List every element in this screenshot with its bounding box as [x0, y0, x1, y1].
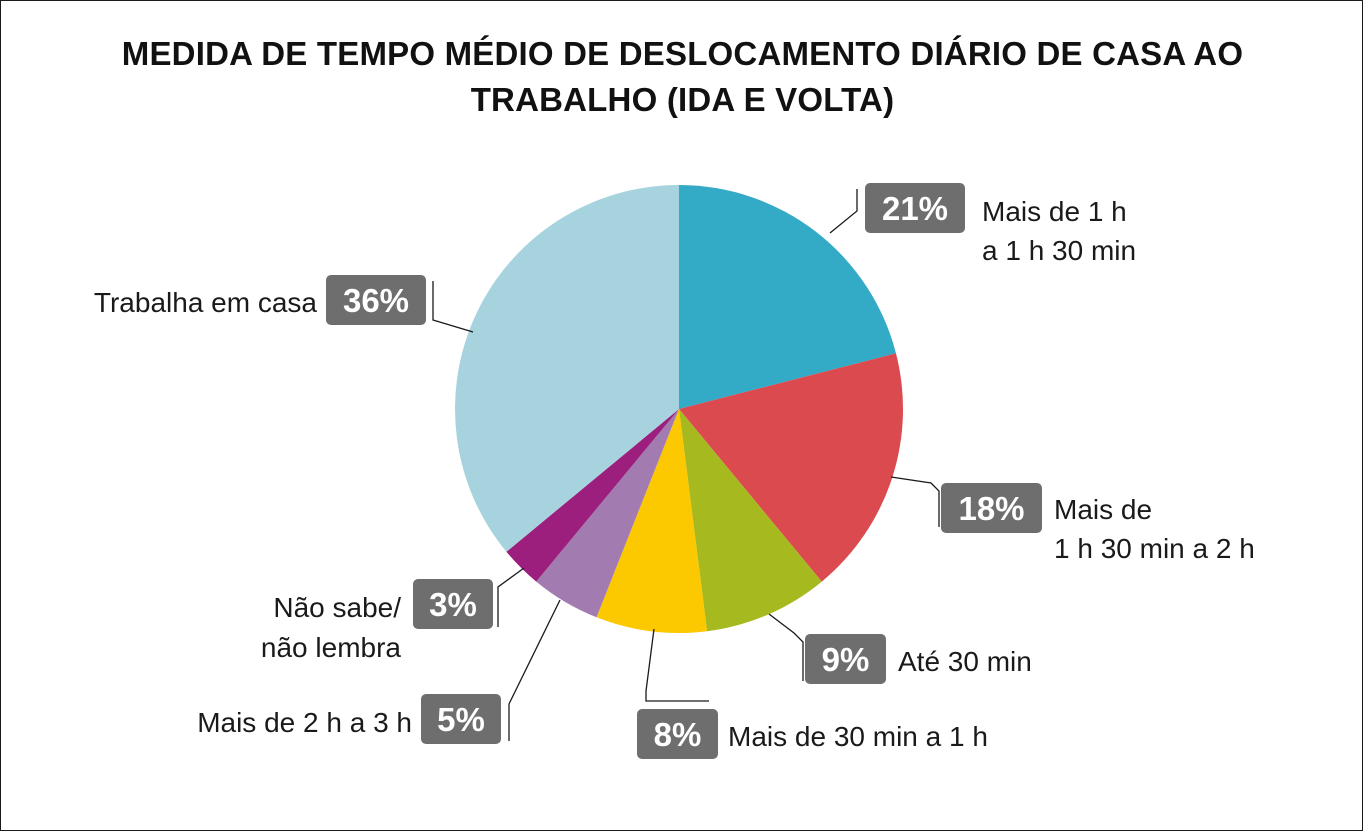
slice-label-4-line-1: Mais de 30 min a 1 h [728, 721, 988, 752]
percent-label-7: 36% [343, 282, 409, 319]
chart-title: MEDIDA DE TEMPO MÉDIO DE DESLOCAMENTO DI… [1, 31, 1363, 123]
slice-label-2-line-2: 1 h 30 min a 2 h [1054, 533, 1255, 564]
percent-badge-5 [421, 694, 501, 744]
pie-slice-5 [536, 409, 679, 618]
leader-line-4 [645, 628, 709, 702]
percent-label-2: 18% [958, 490, 1024, 527]
slice-label-1-line-1: Mais de 1 h [982, 196, 1127, 227]
slice-label-1-line-2: a 1 h 30 min [982, 235, 1136, 266]
leader-line-6 [497, 567, 525, 627]
slice-label-5-line-1: Mais de 2 h a 3 h [197, 707, 412, 738]
leader-line-7 [432, 281, 474, 333]
percent-badge-6 [413, 579, 493, 629]
percent-label-5: 5% [437, 701, 485, 738]
percent-label-4: 8% [654, 716, 702, 753]
percent-badge-3 [805, 634, 886, 684]
percent-badge-7 [326, 275, 426, 325]
percent-label-3: 9% [822, 641, 870, 678]
percent-badge-1 [865, 183, 965, 233]
percent-label-1: 21% [882, 190, 948, 227]
pie-slice-2 [679, 353, 903, 582]
slice-label-3-line-1: Até 30 min [898, 646, 1032, 677]
pie-slice-6 [506, 409, 679, 582]
slice-label-2-line-1: Mais de [1054, 494, 1152, 525]
percent-label-6: 3% [429, 586, 477, 623]
percent-badge-4 [637, 709, 718, 759]
leader-line-5 [508, 599, 561, 741]
slice-label-6-line-1: Não sabe/ [273, 592, 401, 623]
chart-title-line-1: MEDIDA DE TEMPO MÉDIO DE DESLOCAMENTO DI… [121, 35, 1244, 72]
slice-label-7-line-1: Trabalha em casa [94, 287, 317, 318]
pie-slice-1 [679, 185, 896, 409]
pie-slice-4 [596, 409, 708, 633]
leader-line-3 [768, 613, 804, 681]
pie-slice-3 [679, 409, 822, 632]
leader-line-1 [829, 189, 858, 234]
leader-line-2 [890, 476, 940, 527]
chart-title-line-2: TRABALHO (IDA E VOLTA) [470, 81, 895, 118]
slice-label-6-line-2: não lembra [261, 632, 402, 663]
pie-slice-7 [455, 185, 679, 552]
percent-badge-2 [941, 483, 1042, 533]
